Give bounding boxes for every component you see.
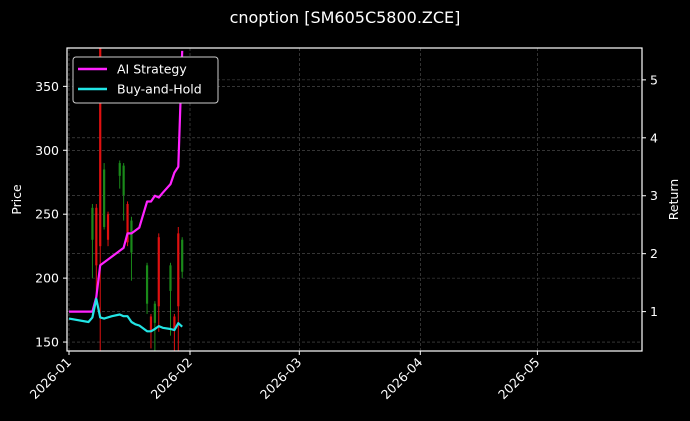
candle-body [130, 220, 133, 253]
y-tick-label: 250 [35, 207, 59, 222]
candle-body [95, 207, 98, 266]
candle-body [106, 214, 110, 240]
candle-body [173, 316, 176, 330]
y2-tick-label: 3 [650, 188, 658, 203]
candle-body [181, 239, 184, 272]
y-tick-label: 200 [35, 271, 59, 286]
ai-strategy-line [69, 50, 184, 313]
candle-body [118, 163, 121, 176]
candle-body [126, 203, 129, 243]
candle-body [153, 303, 156, 323]
y2-tick-label: 5 [650, 72, 658, 87]
x-tick-label: 2026-03 [257, 355, 305, 403]
y2-tick-label: 2 [650, 246, 658, 261]
y-tick-label: 300 [35, 143, 59, 158]
candle-body [177, 233, 180, 307]
candle-body [169, 265, 172, 291]
y-tick-label: 350 [35, 79, 59, 94]
x-tick-label: 2026-01 [27, 355, 75, 403]
y2-axis-label: Return [666, 179, 681, 220]
legend-label-0: AI Strategy [117, 62, 187, 77]
y-axis-label: Price [9, 184, 24, 215]
candle-body [103, 169, 106, 227]
legend-label-1: Buy-and-Hold [117, 82, 202, 97]
legend-box [72, 56, 219, 104]
x-tick-label: 2026-04 [378, 354, 426, 402]
candle-body [149, 316, 153, 332]
chart-title: cnoption [SM605C5800.ZCE] [229, 8, 461, 27]
x-tick-label: 2026-05 [495, 355, 543, 403]
plot-frame [66, 47, 643, 352]
candle-body [122, 165, 125, 196]
x-tick-label: 2026-02 [148, 355, 196, 403]
candle-body [145, 265, 149, 304]
candle-body [91, 207, 94, 240]
candle-body [157, 237, 160, 307]
candle-body [99, 48, 102, 247]
buy-and-hold-line [68, 297, 183, 333]
y-tick-label: 150 [35, 335, 59, 350]
y2-tick-label: 1 [650, 304, 658, 319]
y2-tick-label: 4 [650, 130, 658, 145]
